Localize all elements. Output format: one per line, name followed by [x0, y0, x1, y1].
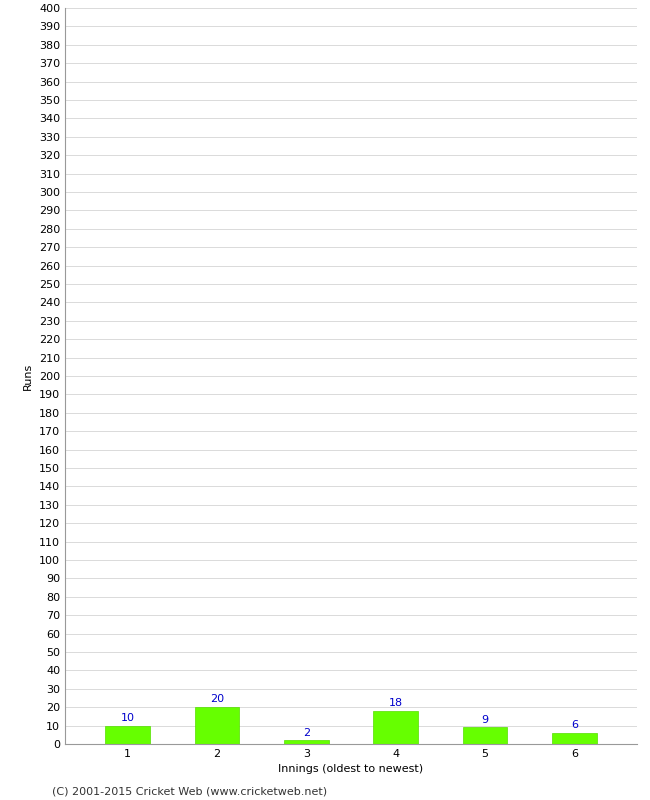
- Text: 20: 20: [210, 694, 224, 705]
- X-axis label: Innings (oldest to newest): Innings (oldest to newest): [278, 765, 424, 774]
- Bar: [552, 733, 597, 744]
- Bar: [284, 740, 329, 744]
- Bar: [194, 707, 239, 744]
- Text: (C) 2001-2015 Cricket Web (www.cricketweb.net): (C) 2001-2015 Cricket Web (www.cricketwe…: [52, 786, 327, 796]
- Text: 18: 18: [389, 698, 403, 708]
- Bar: [463, 727, 508, 744]
- Text: 10: 10: [120, 713, 135, 723]
- Text: 2: 2: [303, 727, 310, 738]
- Y-axis label: Runs: Runs: [23, 362, 33, 390]
- Text: 6: 6: [571, 720, 578, 730]
- Bar: [373, 711, 418, 744]
- Text: 9: 9: [482, 714, 489, 725]
- Bar: [105, 726, 150, 744]
